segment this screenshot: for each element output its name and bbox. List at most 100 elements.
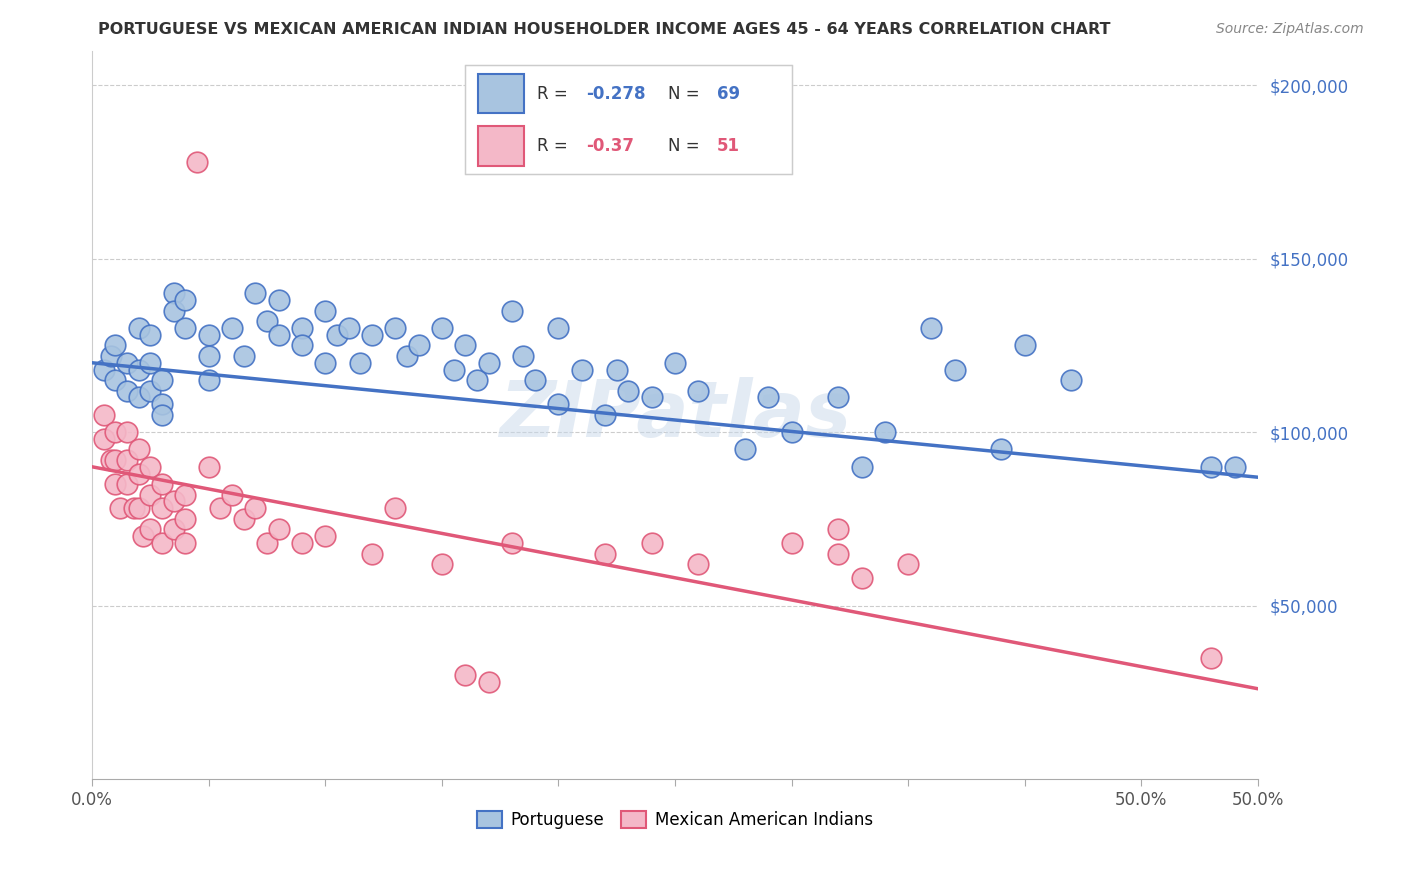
Point — [756, 391, 779, 405]
Point — [100, 349, 122, 363]
Point — [174, 321, 197, 335]
Point — [897, 557, 920, 571]
Point — [477, 674, 499, 689]
Point — [197, 349, 219, 363]
Point — [163, 494, 186, 508]
Point — [132, 529, 155, 543]
Point — [873, 425, 896, 439]
Point — [827, 391, 849, 405]
Point — [641, 391, 664, 405]
Point — [361, 328, 384, 343]
Point — [93, 432, 115, 446]
Point — [115, 453, 138, 467]
Point — [851, 571, 873, 585]
Point — [100, 453, 122, 467]
Point — [139, 328, 162, 343]
Text: PORTUGUESE VS MEXICAN AMERICAN INDIAN HOUSEHOLDER INCOME AGES 45 - 64 YEARS CORR: PORTUGUESE VS MEXICAN AMERICAN INDIAN HO… — [98, 22, 1111, 37]
Point — [104, 453, 127, 467]
Point — [477, 356, 499, 370]
Point — [1014, 338, 1036, 352]
Point — [174, 487, 197, 501]
Point — [361, 547, 384, 561]
Point — [593, 408, 616, 422]
Point — [232, 349, 254, 363]
Point — [163, 303, 186, 318]
Point — [734, 442, 756, 457]
Point — [256, 314, 278, 328]
Point — [780, 425, 803, 439]
Text: ZIPatlas: ZIPatlas — [499, 376, 851, 453]
Point — [108, 501, 131, 516]
Point — [267, 328, 290, 343]
Point — [326, 328, 349, 343]
Point — [115, 384, 138, 398]
Point — [122, 501, 145, 516]
Point — [104, 373, 127, 387]
Point — [606, 362, 628, 376]
Point — [128, 501, 150, 516]
Point — [921, 321, 943, 335]
Point — [291, 321, 314, 335]
Point — [197, 328, 219, 343]
Point — [163, 286, 186, 301]
Point — [1199, 459, 1222, 474]
Point — [990, 442, 1012, 457]
Point — [443, 362, 465, 376]
Point — [139, 522, 162, 536]
Point — [139, 459, 162, 474]
Point — [93, 408, 115, 422]
Point — [688, 557, 710, 571]
Point — [430, 557, 453, 571]
Point — [115, 425, 138, 439]
Point — [256, 536, 278, 550]
Point — [571, 362, 593, 376]
Point — [150, 501, 173, 516]
Point — [174, 293, 197, 308]
Point — [780, 536, 803, 550]
Point — [209, 501, 232, 516]
Point — [150, 477, 173, 491]
Point — [641, 536, 664, 550]
Point — [664, 356, 686, 370]
Point — [139, 384, 162, 398]
Point — [547, 397, 569, 411]
Point — [128, 321, 150, 335]
Point — [104, 477, 127, 491]
Point — [291, 536, 314, 550]
Point — [1060, 373, 1083, 387]
Point — [174, 512, 197, 526]
Point — [128, 467, 150, 481]
Point — [827, 547, 849, 561]
Point — [115, 477, 138, 491]
Point — [314, 303, 336, 318]
Point — [221, 487, 243, 501]
Point — [547, 321, 569, 335]
Point — [408, 338, 430, 352]
Point — [337, 321, 360, 335]
Point — [430, 321, 453, 335]
Point — [1199, 650, 1222, 665]
Point — [245, 286, 267, 301]
Point — [221, 321, 243, 335]
Point — [150, 408, 173, 422]
Point — [593, 547, 616, 561]
Point — [104, 338, 127, 352]
Point — [93, 362, 115, 376]
Point — [524, 373, 547, 387]
Point — [150, 397, 173, 411]
Point — [501, 303, 523, 318]
Point — [851, 459, 873, 474]
Point — [314, 529, 336, 543]
Point — [232, 512, 254, 526]
Point — [1223, 459, 1246, 474]
Point — [128, 391, 150, 405]
Point — [186, 154, 208, 169]
Point — [454, 668, 477, 682]
Point — [174, 536, 197, 550]
Point — [384, 321, 406, 335]
Text: Source: ZipAtlas.com: Source: ZipAtlas.com — [1216, 22, 1364, 37]
Point — [150, 373, 173, 387]
Point — [115, 356, 138, 370]
Point — [501, 536, 523, 550]
Point — [512, 349, 534, 363]
